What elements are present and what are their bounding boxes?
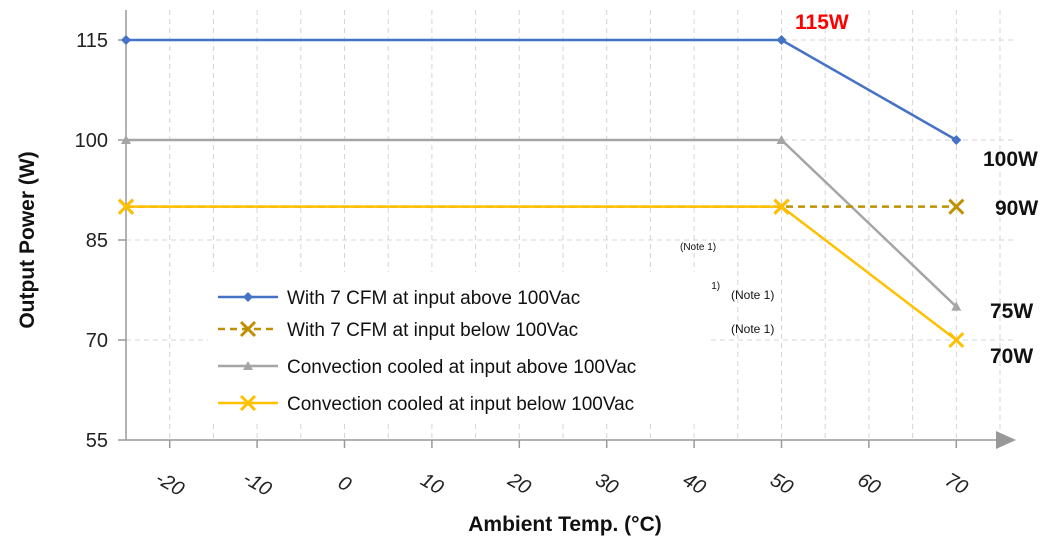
x-marker [948,331,965,349]
x-tick-label: 50 [766,469,796,499]
x-tick-label: -10 [239,467,275,501]
diamond-marker [121,35,131,45]
x-marker-stroke [948,198,965,215]
y-tick-label: 55 [86,430,108,452]
x-axis-title: Ambient Temp. (°C) [468,513,662,536]
x-marker-stroke [239,320,257,338]
series-line [126,38,957,142]
end-value-label: 75W [990,300,1033,323]
labels: 115W 100W 90W 75W 70W (Note 1) (Note 1) (Note 1… [680,11,1038,368]
diamond-marker [951,135,962,145]
x-tick-label: 10 [417,469,447,499]
legend: With 7 CFM at input above 100Vac With 7 C… [208,272,708,422]
y-tick-label: 115 [76,30,108,52]
x-marker [117,198,135,215]
x-tick-label: 0 [334,472,355,497]
end-value-label: 100W [983,148,1038,171]
legend-label: Convection cooled at input above 100Vac [287,357,636,378]
y-tick-label: 100 [75,130,108,152]
x-marker-stroke [773,198,790,215]
x-tick-label: -20 [152,467,188,501]
x-marker [948,198,965,215]
x-tick-label: 70 [941,469,971,499]
triangle-marker [243,361,253,370]
x-tick-label: 60 [854,469,884,499]
x-tick-label: 30 [592,469,622,499]
note-label: (Note 1) [731,322,774,336]
x-marker [773,198,790,215]
note-label: (Note 1) [731,288,774,302]
end-value-label: 115W [795,11,849,34]
x-tick-label: 20 [503,468,534,499]
legend-label: With 7 CFM at input below 100Vac [287,320,578,341]
y-tick-label: 85 [86,230,108,252]
note-label: (Note 1) [680,242,716,253]
diamond-marker [243,292,253,302]
legend-label: Convection cooled at input below 100Vac [287,394,634,415]
x-marker-stroke [948,331,965,349]
end-value-label: 70W [990,345,1033,368]
x-marker-stroke [239,394,257,412]
x-marker [239,394,257,412]
triangle-marker [776,135,787,144]
legend-label: With 7 CFM at input above 100Vac [287,288,580,309]
triangle-marker [121,135,131,144]
legend-box [208,272,708,422]
series-markers [117,35,965,349]
x-axis-arrow-icon [996,431,1016,449]
y-tick-label: 70 [86,330,108,352]
x-tick-label: 40 [679,469,709,499]
triangle-marker [951,301,962,311]
diamond-marker [776,35,787,45]
y-axis-title: Output Power (W) [16,151,39,328]
x-marker-stroke [117,198,135,215]
end-value-label: 90W [995,197,1038,220]
x-marker [239,320,257,338]
